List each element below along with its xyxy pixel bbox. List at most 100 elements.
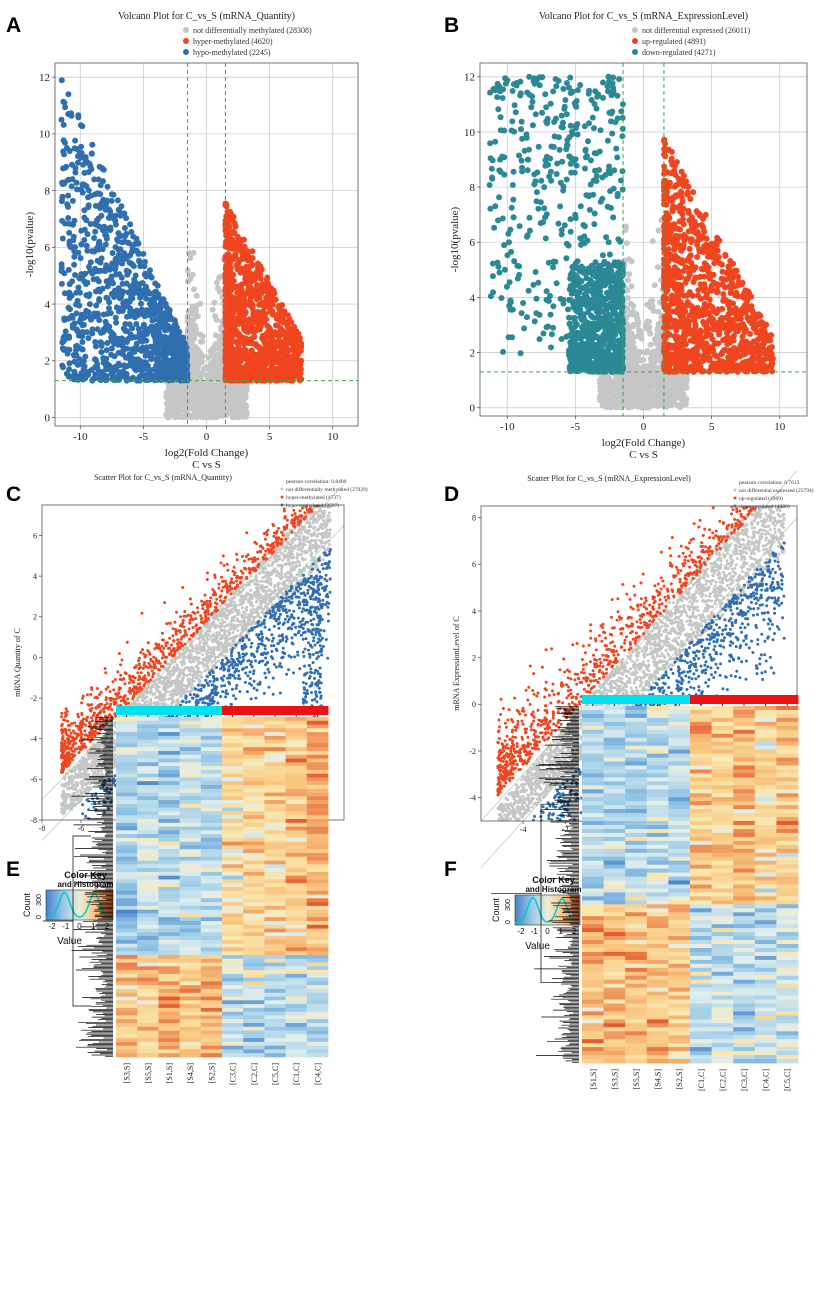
- down-regulated-point: [101, 223, 108, 230]
- not-significant-point: [613, 404, 620, 411]
- not-significant-point: [215, 274, 222, 281]
- down-regulated-point: [495, 106, 502, 113]
- up-regulated-point: [235, 305, 242, 312]
- not-significant-point: [669, 387, 676, 394]
- up-regulated-point: [228, 279, 235, 286]
- not-significant-point: [218, 406, 225, 412]
- down-regulated-point: [85, 194, 91, 201]
- not-significant-point: [212, 355, 219, 362]
- down-regulated-point: [64, 201, 71, 208]
- not-significant-point: [185, 389, 192, 396]
- down-regulated-point: [59, 217, 66, 224]
- down-regulated-point: [121, 225, 128, 231]
- down-regulated-point: [87, 259, 94, 266]
- not-significant-point: [657, 387, 664, 394]
- up-regulated-point: [273, 341, 280, 348]
- down-regulated-point: [147, 267, 153, 274]
- y-axis-label: -log10(pvalue): [24, 211, 36, 277]
- down-regulated-point: [165, 345, 172, 352]
- down-regulated-point: [106, 305, 112, 312]
- not-significant-point: [682, 381, 689, 387]
- up-regulated-point: [247, 284, 254, 291]
- down-regulated-point: [526, 73, 533, 80]
- down-regulated-point: [169, 366, 176, 373]
- up-regulated-point: [269, 301, 276, 308]
- down-regulated-point: [156, 367, 163, 374]
- down-regulated-point: [127, 356, 134, 363]
- up-regulated-point: [234, 356, 241, 362]
- down-regulated-point: [80, 361, 86, 368]
- down-regulated-point: [90, 268, 97, 275]
- not-significant-point: [641, 363, 648, 370]
- down-regulated-point: [150, 329, 157, 336]
- down-regulated-point: [89, 326, 96, 333]
- down-regulated-point: [524, 167, 531, 174]
- down-regulated-point: [85, 204, 92, 211]
- not-significant-point: [624, 277, 631, 284]
- down-regulated-point: [616, 76, 623, 83]
- up-regulated-point: [283, 362, 290, 369]
- y-tick-label: 6: [45, 242, 51, 254]
- down-regulated-point: [96, 317, 103, 324]
- down-regulated-point: [118, 203, 125, 210]
- not-significant-point: [677, 401, 684, 408]
- not-significant-point: [202, 410, 209, 417]
- down-regulated-point: [129, 242, 136, 249]
- down-regulated-point: [154, 310, 161, 317]
- chart-title: Volcano Plot for C_vs_S (mRNA_Quantity): [118, 11, 295, 22]
- down-regulated-point: [159, 338, 166, 345]
- down-regulated-point: [80, 376, 86, 383]
- down-regulated-point: [529, 122, 536, 129]
- down-regulated-point: [603, 234, 610, 241]
- down-regulated-point: [63, 370, 70, 377]
- down-regulated-point: [71, 261, 78, 268]
- not-significant-point: [230, 389, 237, 396]
- down-regulated-point: [103, 373, 110, 379]
- not-significant-point: [222, 400, 229, 407]
- down-regulated-point: [68, 243, 75, 250]
- down-regulated-point: [172, 324, 179, 331]
- down-regulated-point: [121, 238, 128, 245]
- down-regulated-point: [614, 193, 621, 200]
- down-regulated-point: [112, 217, 119, 224]
- down-regulated-point: [87, 163, 94, 170]
- down-regulated-point: [574, 87, 581, 94]
- down-regulated-point: [112, 314, 119, 321]
- up-regulated-point: [255, 260, 261, 267]
- down-regulated-point: [137, 310, 144, 317]
- up-regulated-point: [234, 239, 241, 246]
- not-significant-point: [647, 341, 654, 348]
- down-regulated-point: [529, 98, 536, 105]
- down-regulated-point: [75, 284, 82, 291]
- up-regulated-point: [273, 322, 279, 329]
- down-regulated-point: [68, 110, 74, 117]
- up-regulated-point: [228, 211, 235, 217]
- panel-letter-f: F: [444, 858, 457, 881]
- up-regulated-point: [246, 254, 253, 261]
- not-significant-point: [212, 384, 219, 391]
- down-regulated-point: [117, 212, 124, 219]
- down-regulated-point: [134, 281, 141, 288]
- up-regulated-point: [270, 287, 277, 294]
- down-regulated-point: [104, 310, 111, 317]
- not-significant-point: [648, 374, 655, 381]
- up-regulated-point: [248, 317, 255, 324]
- not-significant-point: [213, 279, 220, 286]
- not-significant-point: [640, 356, 647, 363]
- not-significant-point: [641, 388, 648, 395]
- up-regulated-point: [283, 377, 290, 383]
- panel-letter-a: A: [6, 14, 22, 37]
- not-significant-point: [167, 409, 174, 416]
- not-significant-point: [601, 375, 608, 382]
- down-regulated-point: [66, 334, 73, 341]
- not-significant-point: [188, 335, 195, 342]
- down-regulated-point: [524, 314, 530, 321]
- up-regulated-point: [293, 328, 300, 335]
- down-regulated-point: [126, 321, 133, 328]
- down-regulated-point: [82, 154, 89, 161]
- not-significant-point: [193, 302, 200, 309]
- down-regulated-point: [509, 118, 516, 125]
- not-significant-point: [648, 381, 654, 388]
- not-significant-point: [637, 328, 644, 335]
- down-regulated-point: [489, 273, 496, 280]
